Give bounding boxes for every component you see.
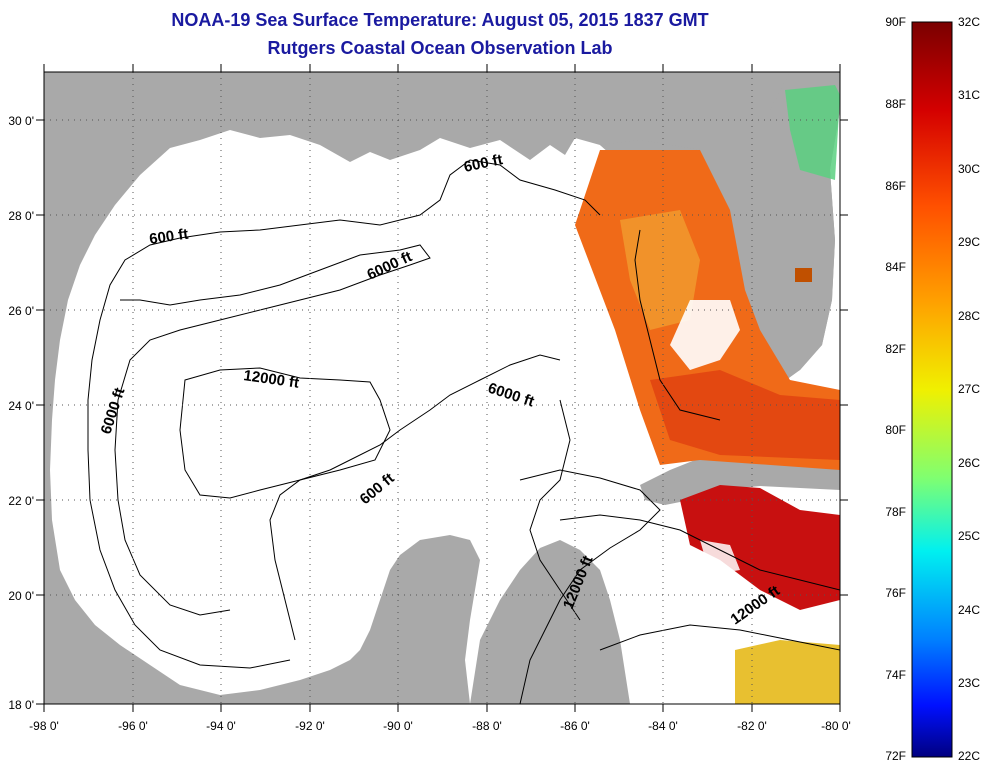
lon-label: -96 0' <box>118 719 148 733</box>
colorbar-f-label: 78F <box>885 505 906 519</box>
map-title: NOAA-19 Sea Surface Temperature: August … <box>171 10 709 30</box>
colorbar-c-label: 27C <box>958 382 980 396</box>
lon-label: -84 0' <box>648 719 678 733</box>
colorbar-f-label: 90F <box>885 15 906 29</box>
colorbar-c-labels: 32C 31C 30C 29C 28C 27C 26C 25C 24C 23C … <box>958 15 980 763</box>
lon-label: -98 0' <box>29 719 59 733</box>
colorbar-f-label: 82F <box>885 342 906 356</box>
lon-label: -92 0' <box>295 719 325 733</box>
colorbar-c-label: 22C <box>958 749 980 763</box>
lon-label: -86 0' <box>560 719 590 733</box>
lat-label: 28 0' <box>8 209 34 223</box>
lat-label: 20 0' <box>8 589 34 603</box>
colorbar-f-label: 88F <box>885 97 906 111</box>
graticule <box>44 72 840 704</box>
lon-label: -88 0' <box>472 719 502 733</box>
colorbar-c-label: 32C <box>958 15 980 29</box>
lat-label: 22 0' <box>8 494 34 508</box>
colorbar-c-label: 26C <box>958 456 980 470</box>
lat-label: 18 0' <box>8 698 34 712</box>
lat-label: 26 0' <box>8 304 34 318</box>
colorbar-c-label: 31C <box>958 88 980 102</box>
longitude-labels: -98 0' -96 0' -94 0' -92 0' -90 0' -88 0… <box>29 719 851 733</box>
land-yucatan <box>470 540 630 704</box>
colorbar-c-label: 30C <box>958 162 980 176</box>
bathymetry-contours <box>87 159 840 704</box>
colorbar-f-labels: 90F 88F 86F 84F 82F 80F 78F 76F 74F 72F <box>885 15 906 763</box>
colorbar <box>911 21 953 758</box>
colorbar-f-label: 72F <box>885 749 906 763</box>
colorbar-f-label: 84F <box>885 260 906 274</box>
contour-label: 600 ft <box>148 226 189 248</box>
tick-marks <box>36 64 848 712</box>
lon-label: -94 0' <box>206 719 236 733</box>
lon-label: -82 0' <box>737 719 767 733</box>
map-subtitle: Rutgers Coastal Ocean Observation Lab <box>267 38 613 58</box>
lat-label: 30 0' <box>8 114 34 128</box>
colorbar-f-label: 76F <box>885 586 906 600</box>
colorbar-c-label: 23C <box>958 676 980 690</box>
lon-label: -80 0' <box>821 719 851 733</box>
colorbar-c-label: 29C <box>958 235 980 249</box>
colorbar-f-label: 80F <box>885 423 906 437</box>
map-frame <box>43 71 841 705</box>
colorbar-c-label: 24C <box>958 603 980 617</box>
lon-label: -90 0' <box>383 719 413 733</box>
colorbar-f-label: 74F <box>885 668 906 682</box>
latitude-labels: 30 0' 28 0' 26 0' 24 0' 22 0' 20 0' 18 0… <box>8 114 34 712</box>
colorbar-c-label: 28C <box>958 309 980 323</box>
colorbar-f-label: 86F <box>885 179 906 193</box>
lat-label: 24 0' <box>8 399 34 413</box>
colorbar-c-label: 25C <box>958 529 980 543</box>
